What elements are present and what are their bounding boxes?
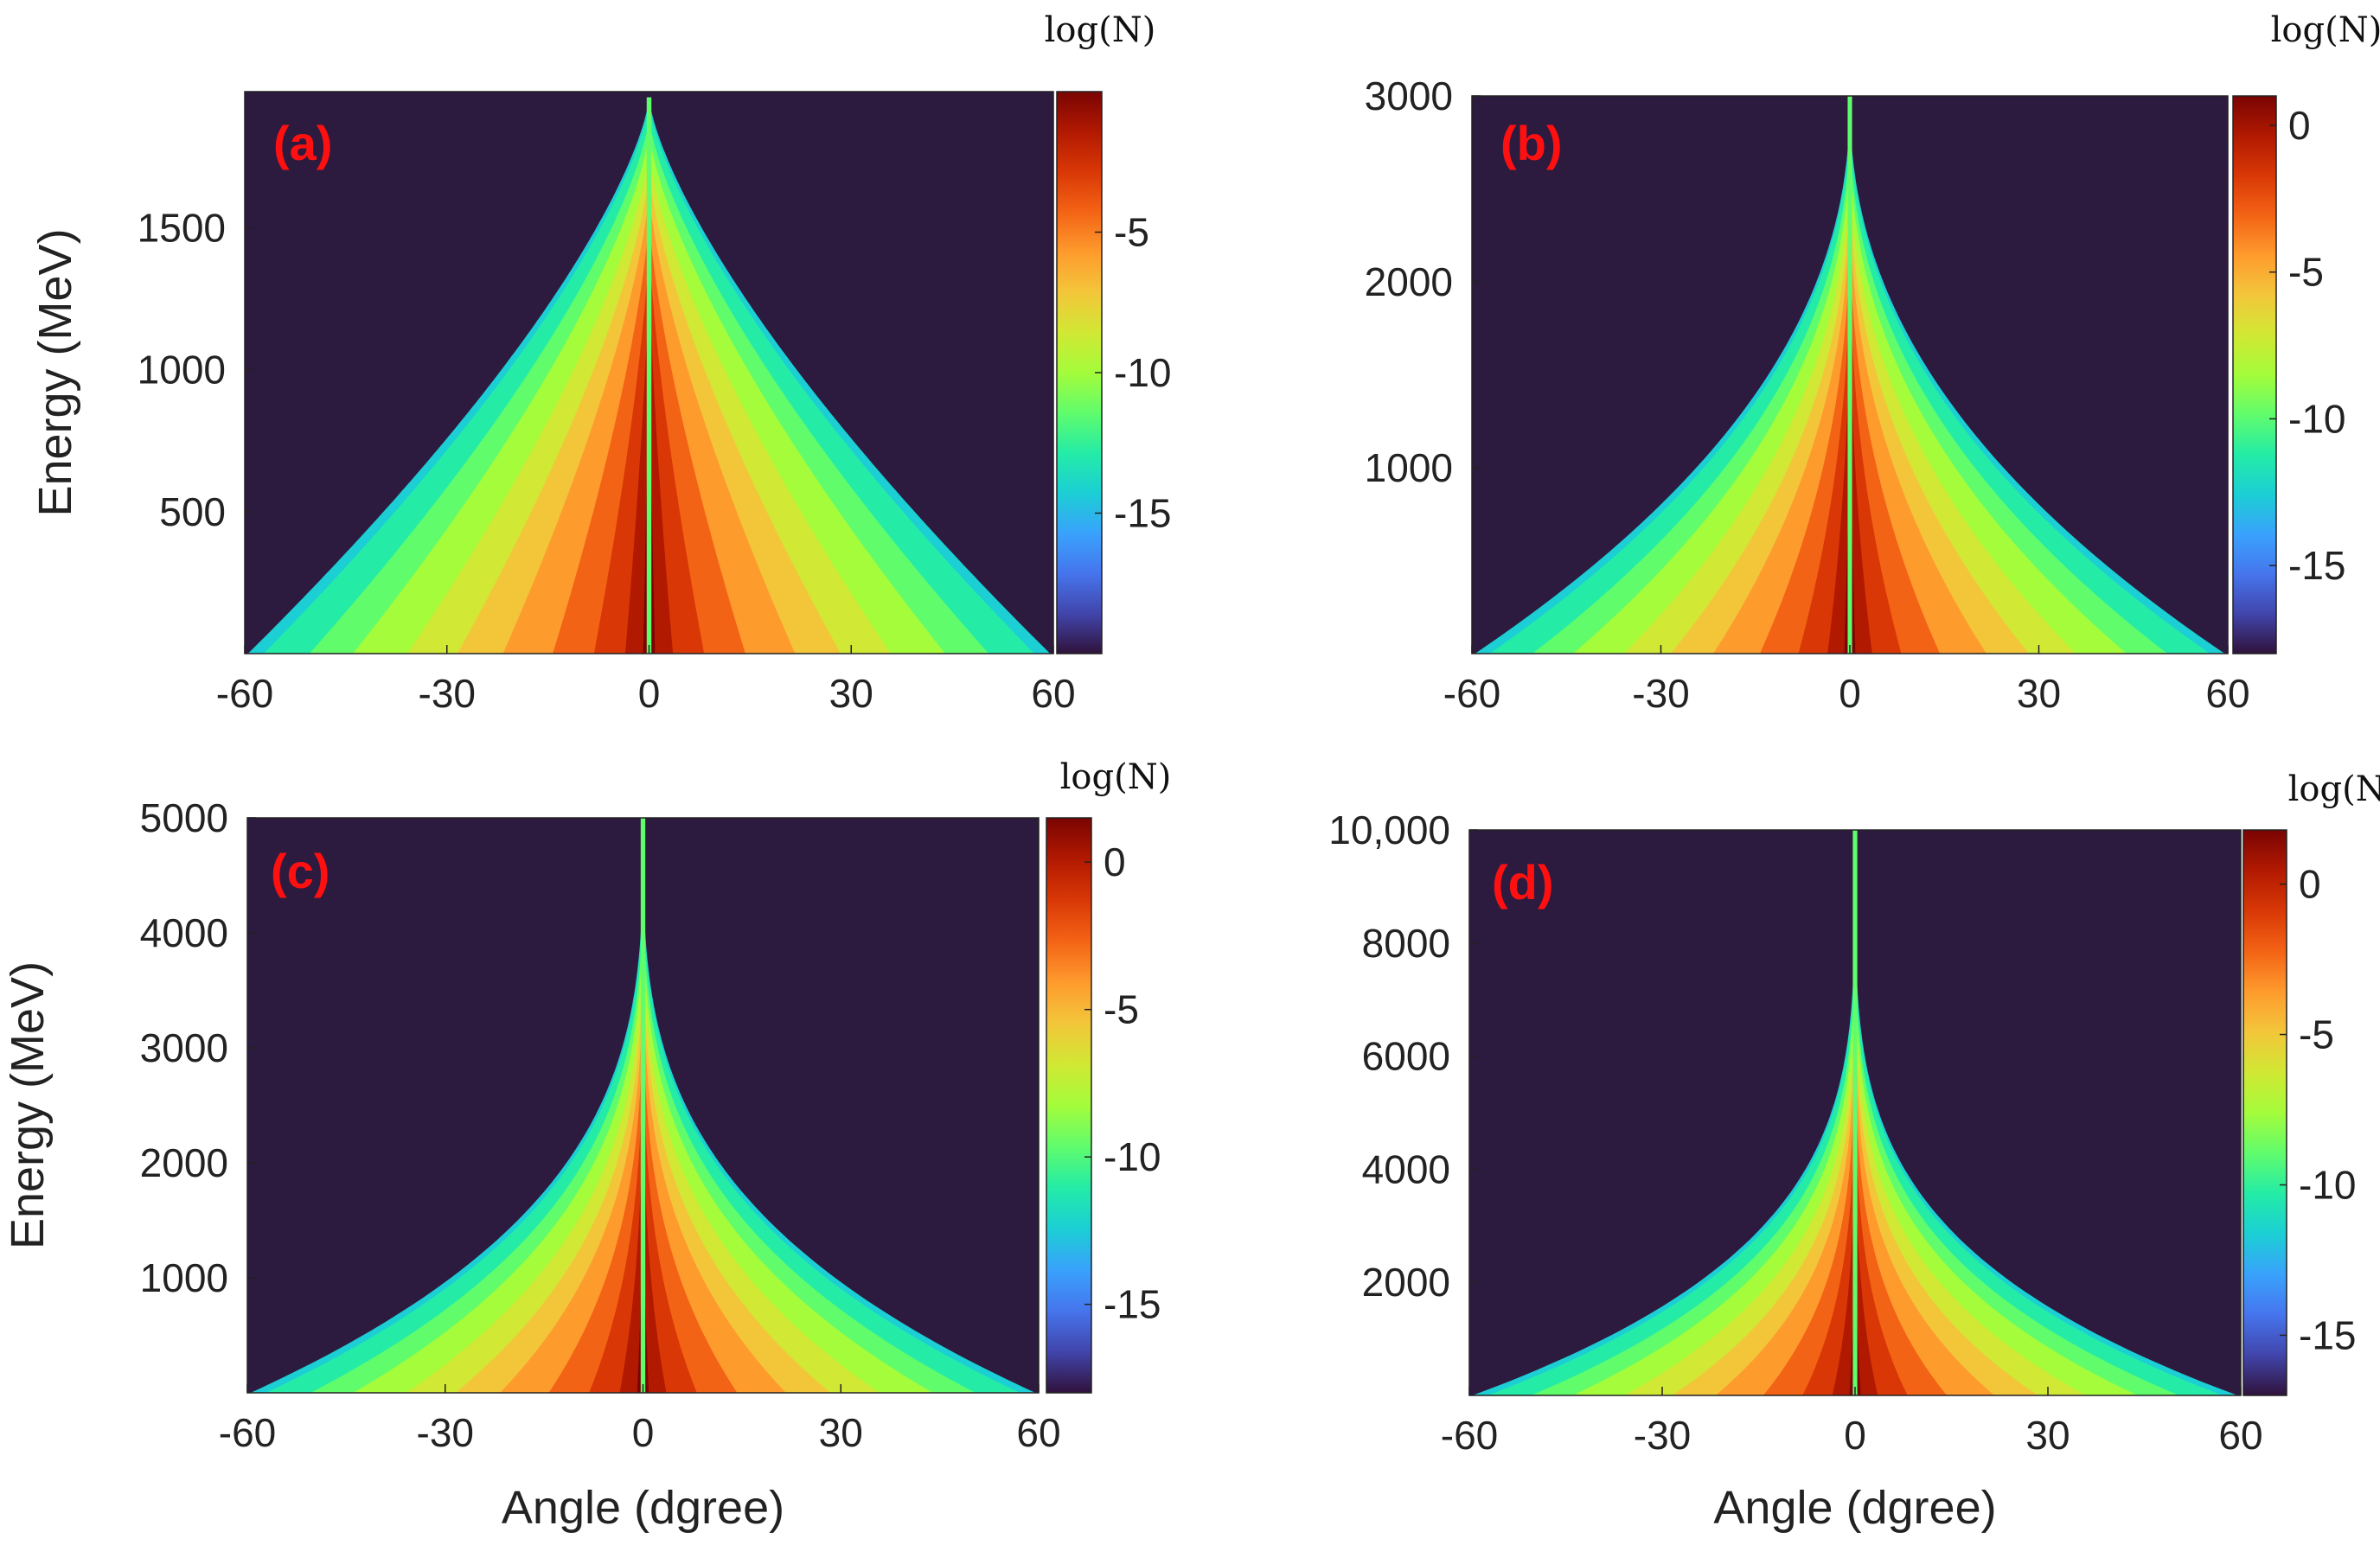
x-tick-label: 0 <box>1844 1413 1866 1458</box>
colorbar-tick-label: -10 <box>2299 1162 2356 1207</box>
y-tick-label: 10,000 <box>1328 808 1450 852</box>
colorbar-tick-label: -15 <box>1114 491 1171 536</box>
x-tick-label: 60 <box>2218 1413 2262 1458</box>
x-axis-label: Angle (dgree) <box>1713 1482 1996 1534</box>
x-tick-label: 30 <box>829 671 873 716</box>
panel-label: (b) <box>1500 116 1563 170</box>
central-spike <box>646 97 652 654</box>
colorbar-tick-label: -10 <box>2288 396 2345 441</box>
x-tick-label: 0 <box>638 671 661 716</box>
heatmap-density <box>250 818 1036 1393</box>
colorbar-tick-label: -5 <box>1104 987 1139 1032</box>
x-tick-label: -60 <box>216 671 273 716</box>
x-tick-label: -60 <box>1441 1413 1498 1458</box>
x-tick-label: 30 <box>2025 1413 2070 1458</box>
colorbar-tick-label: -5 <box>2299 1012 2334 1057</box>
y-tick-label: 1500 <box>138 206 226 251</box>
x-tick-label: 60 <box>1031 671 1075 716</box>
x-tick-label: 60 <box>2205 671 2249 716</box>
x-tick-label: -30 <box>419 671 476 716</box>
x-tick-label: 0 <box>632 1410 655 1455</box>
heatmap-density <box>1472 830 2238 1395</box>
y-tick-label: 2000 <box>1365 259 1453 304</box>
colorbar <box>2242 829 2287 1396</box>
colorbar-tick-label: 0 <box>2288 103 2311 148</box>
colorbar-title: log(N) <box>2271 10 2380 50</box>
panel-3: -60 -30 0 30 60 1000 2000 3000 4000 5000 (c) Angle … <box>2 757 1171 1534</box>
x-tick-label: -60 <box>219 1410 276 1455</box>
colorbar-tick-label: -10 <box>1104 1134 1161 1179</box>
y-tick-label: 1000 <box>1365 445 1453 490</box>
heatmap-density <box>247 97 1051 654</box>
y-tick-label: 2000 <box>1362 1260 1450 1305</box>
colorbar-tick-label: 0 <box>2299 862 2321 907</box>
heatmap-density <box>1475 96 2225 654</box>
y-tick-label: 1000 <box>140 1255 228 1300</box>
y-tick-label: 1000 <box>138 348 226 393</box>
colorbar-tick-label: -15 <box>2299 1312 2356 1357</box>
colorbar-tick-label: 0 <box>1104 839 1126 884</box>
y-tick-label: 500 <box>159 489 226 534</box>
panel-1: -60 -30 0 30 60 500 1000 1500 (a) Energy (MeV) -5 -… <box>29 10 1171 716</box>
central-spike <box>640 818 646 1393</box>
central-spike <box>1852 830 1858 1395</box>
y-tick-label: 3000 <box>140 1025 228 1070</box>
x-tick-label: -30 <box>1634 1413 1691 1458</box>
colorbar-tick-label: -5 <box>1114 210 1149 255</box>
colorbar-title: log(N) <box>2288 769 2380 809</box>
panel-label: (c) <box>271 844 329 898</box>
y-tick-label: 8000 <box>1362 921 1450 966</box>
x-axis-label: Angle (dgree) <box>502 1482 784 1534</box>
x-tick-label: 60 <box>1016 1410 1060 1455</box>
colorbar-title: log(N) <box>1045 10 1156 50</box>
y-tick-label: 2000 <box>140 1140 228 1185</box>
panel-label: (d) <box>1492 855 1554 910</box>
x-tick-label: 0 <box>1839 671 1861 716</box>
y-tick-label: 5000 <box>140 795 228 840</box>
x-tick-label: -30 <box>1632 671 1689 716</box>
y-tick-label: 4000 <box>140 910 228 955</box>
colorbar-tick-label: -10 <box>1114 350 1171 395</box>
colorbar <box>1046 817 1092 1394</box>
y-axis-label: Energy (MeV) <box>2 961 54 1249</box>
colorbar-title: log(N) <box>1060 757 1172 797</box>
colorbar <box>2232 95 2277 654</box>
x-tick-label: -30 <box>417 1410 474 1455</box>
colorbar-tick-label: -5 <box>2288 250 2324 295</box>
panel-2: -60 -30 0 30 60 1000 2000 3000 (b) 0 -5 -10 -15 log(N… <box>1365 10 2380 716</box>
y-tick-label: 3000 <box>1365 73 1453 118</box>
x-tick-label: -60 <box>1443 671 1500 716</box>
colorbar-tick-label: -15 <box>2288 543 2345 588</box>
x-tick-label: 30 <box>2017 671 2061 716</box>
y-axis-label: Energy (MeV) <box>29 228 81 516</box>
colorbar-tick-label: -15 <box>1104 1282 1161 1327</box>
y-tick-label: 6000 <box>1362 1034 1450 1079</box>
x-tick-label: 30 <box>819 1410 863 1455</box>
central-spike <box>1847 96 1852 654</box>
panel-4: -60 -30 0 30 60 2000 4000 6000 8000 10,000 (d) Angl… <box>1328 769 2380 1534</box>
y-tick-label: 4000 <box>1362 1146 1450 1191</box>
panel-label: (a) <box>273 116 332 170</box>
